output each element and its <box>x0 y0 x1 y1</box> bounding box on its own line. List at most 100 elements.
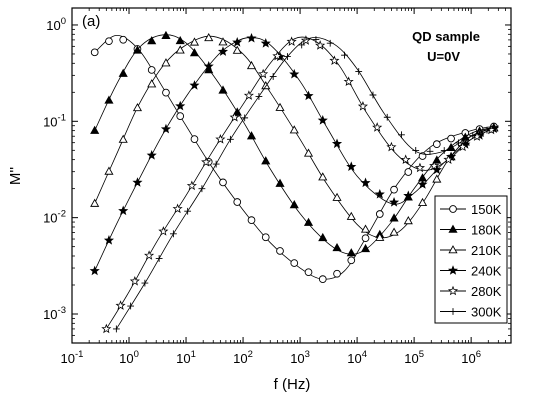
legend-box <box>434 195 508 324</box>
data-point-300K <box>312 36 320 44</box>
data-point-240K <box>303 90 314 101</box>
data-point-210K <box>403 216 413 225</box>
data-point-150K <box>162 88 170 97</box>
data-point-150K <box>447 134 455 143</box>
annotation-line-1: QD sample <box>412 29 480 44</box>
data-point-300K <box>469 132 477 140</box>
data-point-240K <box>246 32 257 43</box>
data-point-240K <box>203 61 214 71</box>
data-point-300K <box>141 279 149 287</box>
data-point-300K <box>284 53 291 60</box>
data-point-280K <box>229 112 240 122</box>
data-point-300K <box>241 114 249 122</box>
data-point-280K <box>272 50 283 61</box>
x-tick-label: 104 <box>347 349 367 366</box>
data-point-180K <box>318 232 328 242</box>
data-point-300K <box>298 41 306 49</box>
data-point-280K <box>315 40 326 50</box>
data-point-300K <box>227 135 234 143</box>
legend-label-300K: 300K <box>471 305 502 320</box>
data-point-300K <box>169 230 177 238</box>
legend-label-210K: 210K <box>471 243 502 258</box>
data-point-280K <box>115 300 126 310</box>
data-point-300K <box>212 160 220 168</box>
data-point-150K <box>333 269 341 278</box>
x-tick-label: 100 <box>119 349 139 366</box>
data-point-150K <box>304 268 313 277</box>
data-point-180K <box>118 68 128 77</box>
data-point-150K <box>190 135 199 143</box>
data-point-210K <box>104 166 114 175</box>
x-tick-label: 105 <box>404 349 424 366</box>
data-point-280K <box>201 156 212 167</box>
data-point-280K <box>144 250 155 260</box>
y-tick-label: 10-1 <box>43 112 66 129</box>
data-point-210K <box>189 37 200 46</box>
data-point-150K <box>375 210 384 218</box>
data-point-150K <box>390 185 398 194</box>
data-point-210K <box>218 37 228 46</box>
data-point-280K <box>243 90 254 100</box>
legend-marker-210K <box>448 245 458 254</box>
data-point-240K <box>160 123 172 134</box>
data-point-210K <box>132 102 143 112</box>
data-point-180K <box>104 95 114 104</box>
y-axis-label: M'' <box>7 167 24 185</box>
data-point-280K <box>329 55 340 65</box>
data-point-300K <box>155 255 163 262</box>
data-point-180K <box>389 213 399 222</box>
data-point-240K <box>388 197 400 207</box>
axis-ticks: 10-1 100 101 102 103 104 105 106 10-3 10-2 10-1 100 <box>43 8 512 366</box>
series-line-210K <box>94 35 499 239</box>
data-point-240K <box>89 265 100 276</box>
data-point-180K <box>289 200 299 209</box>
data-point-150K <box>105 37 113 46</box>
data-point-210K <box>118 134 128 143</box>
data-point-180K <box>275 178 285 187</box>
data-point-280K <box>486 124 497 135</box>
data-point-280K <box>343 76 354 86</box>
data-point-150K <box>290 259 299 267</box>
x-tick-label: 106 <box>461 349 481 366</box>
data-point-210K <box>161 58 171 67</box>
data-point-280K <box>414 162 425 173</box>
data-point-210K <box>432 174 442 183</box>
data-point-150K <box>90 48 99 57</box>
legend-marker-280K <box>447 285 459 296</box>
data-point-280K <box>400 154 411 165</box>
data-point-240K <box>118 205 129 216</box>
data-point-280K <box>443 154 454 164</box>
data-point-210K <box>232 45 242 54</box>
data-point-150K <box>247 216 256 224</box>
data-point-210K <box>246 60 257 70</box>
data-point-240K <box>289 68 300 79</box>
data-point-300K <box>269 73 277 80</box>
data-point-240K <box>317 115 328 125</box>
data-point-280K <box>129 275 140 286</box>
data-point-210K <box>90 198 100 207</box>
data-point-240K <box>360 177 371 188</box>
data-point-210K <box>204 32 214 42</box>
x-tick-label: 10-1 <box>61 349 84 366</box>
data-point-210K <box>261 81 271 90</box>
data-point-150K <box>361 234 370 243</box>
data-point-280K <box>457 141 468 152</box>
data-point-240K <box>403 190 414 201</box>
data-point-210K <box>346 211 356 220</box>
data-point-180K <box>232 107 242 116</box>
panel-label: (a) <box>82 13 100 30</box>
x-axis-label: f (Hz) <box>274 376 311 393</box>
series-line-300K <box>116 37 499 330</box>
data-point-300K <box>398 131 405 139</box>
data-point-150K <box>119 35 128 44</box>
data-point-280K <box>172 203 183 214</box>
data-point-180K <box>432 155 442 164</box>
data-point-180K <box>346 248 356 257</box>
data-point-240K <box>331 138 343 149</box>
legend-marker-180K <box>448 224 458 233</box>
data-point-210K <box>360 224 371 233</box>
data-point-180K <box>218 85 228 94</box>
data-point-280K <box>372 122 383 132</box>
data-point-150K <box>318 275 327 283</box>
data-point-300K <box>426 147 434 155</box>
